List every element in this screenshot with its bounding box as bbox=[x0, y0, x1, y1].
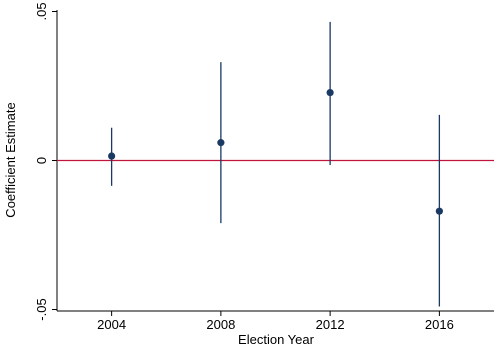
y-tick-label: 0 bbox=[34, 157, 49, 164]
x-tick-label: 2012 bbox=[316, 317, 345, 332]
estimate-3 bbox=[435, 114, 443, 307]
estimate-1 bbox=[217, 62, 225, 224]
x-tick-3: 2016 bbox=[425, 311, 454, 332]
point-estimate-marker bbox=[108, 152, 116, 160]
point-estimate-marker bbox=[217, 139, 225, 147]
x-tick-label: 2008 bbox=[206, 317, 235, 332]
x-tick-0: 2004 bbox=[97, 311, 126, 332]
x-tick-label: 2004 bbox=[97, 317, 126, 332]
y-tick-label: -.05 bbox=[34, 298, 49, 320]
y-tick-2: -.05 bbox=[34, 298, 57, 321]
x-tick-label: 2016 bbox=[425, 317, 454, 332]
x-tick-2: 2012 bbox=[316, 311, 345, 332]
point-estimate-marker bbox=[326, 88, 334, 97]
y-tick-0: .05 bbox=[34, 2, 57, 21]
x-axis-title: Election Year bbox=[238, 332, 315, 347]
y-tick-1: 0 bbox=[34, 157, 57, 164]
point-estimate-marker bbox=[435, 207, 443, 215]
data-points bbox=[108, 21, 443, 307]
estimate-0 bbox=[108, 127, 116, 186]
y-tick-label: .05 bbox=[34, 2, 49, 20]
x-tick-1: 2008 bbox=[206, 311, 235, 332]
y-axis-title: Coefficient Estimate bbox=[3, 102, 18, 217]
estimate-2 bbox=[326, 21, 334, 165]
